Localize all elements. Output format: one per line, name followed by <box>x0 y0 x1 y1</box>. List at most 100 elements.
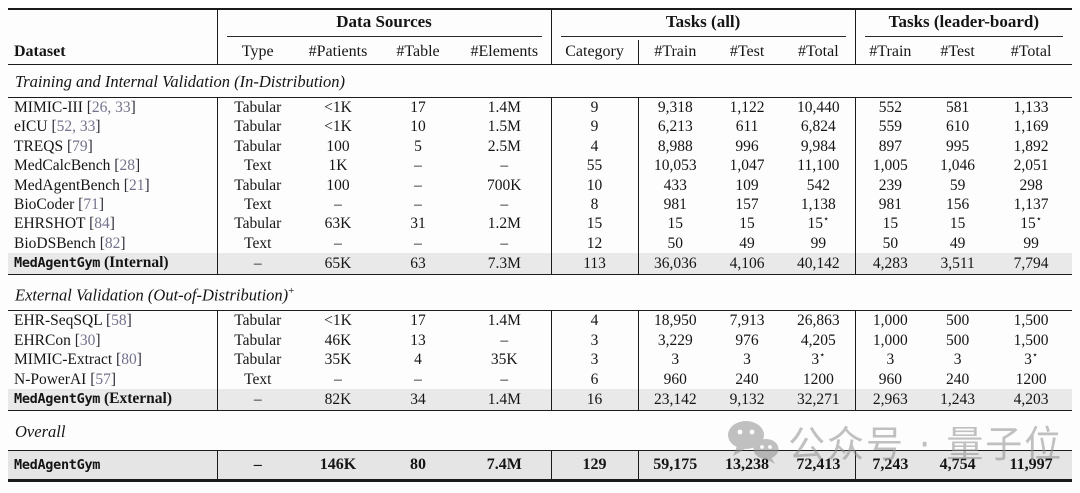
value-cell: 15⋆ <box>1020 214 1042 233</box>
value-cell: 1200 <box>1015 370 1047 388</box>
value-cell: 146K <box>298 450 378 481</box>
dataset-name-suffix: (External) <box>103 390 172 408</box>
value-cell: 581 <box>945 98 970 116</box>
dataset-name-cell: MedAgentBench [21] <box>8 175 218 195</box>
table-row: BioDSBench [82] Text – – –12 50 49 99 50 49 99 <box>8 233 1072 254</box>
value-cell: 4,754 <box>925 450 991 481</box>
value-cell: 1K <box>328 157 348 175</box>
value-cell: 50 <box>882 234 899 252</box>
value-cell: 433 <box>663 176 687 194</box>
value-cell: 559 <box>878 118 902 136</box>
value-cell: 298 <box>1019 176 1043 194</box>
dataset-name-cell: MedAgentGym (Internal) <box>8 253 218 275</box>
table-row: MedAgentGym –146K 80 7.4M 129 59,175 13,238 72,… <box>8 450 1073 481</box>
value-cell: 1.2M <box>458 214 552 234</box>
value-cell: 10 <box>410 118 426 136</box>
value-cell: 59,175 <box>638 450 713 481</box>
value-cell: 17 <box>410 312 426 330</box>
dataset-name-suffix: (Internal) <box>103 254 169 272</box>
value-cell: 3 <box>671 351 680 369</box>
value-cell: 1,500 <box>1013 331 1049 349</box>
value-cell: <1K <box>324 98 352 116</box>
value-cell: 4 <box>551 310 639 331</box>
value-cell: 15 <box>949 215 966 233</box>
dataset-name: BioDSBench <box>14 234 96 252</box>
value-cell: 46K <box>324 331 352 349</box>
dataset-name-cell: TREQS [79] <box>8 136 218 157</box>
citation-ref: 71 <box>83 195 99 213</box>
value-cell: 2.5M <box>458 136 552 157</box>
citation-ref: 80 <box>121 351 137 369</box>
dataset-name: MedAgentGym <box>14 391 101 408</box>
value-cell: 996 <box>735 137 759 155</box>
col-header-train-lb: #Train <box>855 40 926 65</box>
value-cell: 2,963 <box>855 389 926 410</box>
value-cell: 15 <box>667 215 684 233</box>
citation-ref: 28 <box>119 157 135 175</box>
value-cell: 15 <box>882 215 899 233</box>
value-cell: 1,892 <box>1013 137 1049 155</box>
value-cell: 3⋆ <box>782 350 856 370</box>
value-cell: 4 <box>551 136 639 157</box>
value-cell: 50 <box>667 234 684 252</box>
value-cell: 9,984 <box>782 136 856 157</box>
value-cell: 9,318 <box>657 98 693 116</box>
dataset-name-cell: EHR-SeqSQL [58] <box>8 310 218 331</box>
value-cell: 15 <box>739 215 755 233</box>
value-cell: – <box>217 450 298 481</box>
value-cell: 981 <box>663 195 687 213</box>
dataset-name-cell: MedCalcBench [28] <box>8 156 218 176</box>
value-cell: 10,440 <box>782 97 856 118</box>
value-cell: Text <box>244 157 272 175</box>
value-cell: 10,053 <box>653 157 697 175</box>
value-cell: Tabular <box>234 331 282 349</box>
table-row: BioCoder [71] Text – – –8 981 157 1,138 981 156 1,… <box>8 194 1072 215</box>
dataset-name: TREQS <box>14 137 64 155</box>
value-cell: 18,950 <box>653 312 697 330</box>
value-cell: – <box>334 195 342 213</box>
value-cell: 3 <box>743 351 751 369</box>
value-cell: 1,122 <box>729 98 765 116</box>
table-row: EHRCon [30] Tabular 46K 13 –3 3,229 976 4,205 1,… <box>8 330 1072 351</box>
dataset-name: MedCalcBench <box>14 157 111 175</box>
col-header-total-lb: #Total <box>990 40 1073 65</box>
table-row: MedAgentBench [21] Tabular 100 – 700K 10 433 10… <box>8 175 1072 195</box>
value-cell: 1200 <box>782 369 856 390</box>
value-cell: 32,271 <box>782 389 856 410</box>
table-row: eICU [52, 33] Tabular <1K 10 1.5M 9 6,213 611 6,… <box>8 117 1072 137</box>
value-cell: 100 <box>326 137 350 155</box>
value-cell: Tabular <box>234 215 282 233</box>
value-cell: 80 <box>378 450 458 481</box>
value-cell: 157 <box>735 195 759 213</box>
value-cell: 1,000 <box>872 331 908 349</box>
value-cell: – <box>458 194 552 215</box>
value-cell: 113 <box>551 253 639 275</box>
citation-ref: 52, 33 <box>56 118 96 136</box>
value-cell: 7,913 <box>729 312 765 330</box>
value-cell: <1K <box>324 118 352 136</box>
citation-ref: 21 <box>128 176 145 194</box>
value-cell: 35K <box>458 350 552 370</box>
value-cell: 960 <box>663 370 687 388</box>
value-cell: 129 <box>551 450 639 481</box>
value-cell: 6 <box>551 369 639 390</box>
col-header-test-lb: #Test <box>925 40 991 65</box>
value-cell: 63 <box>378 253 458 275</box>
value-cell: 4,205 <box>782 330 856 351</box>
value-cell: Text <box>244 234 272 252</box>
dataset-name: EHRCon <box>14 331 71 349</box>
group-header-data-sources: Data Sources <box>217 9 552 40</box>
value-cell: 36,036 <box>638 253 713 275</box>
value-cell: – <box>334 370 342 388</box>
dataset-name: BioCoder <box>14 195 75 213</box>
section-header-row: External Validation (Out-of-Distribution… <box>8 273 1073 312</box>
value-cell: 4,203 <box>990 389 1073 410</box>
value-cell: 35K <box>324 351 352 369</box>
value-cell: 1,500 <box>1013 312 1049 330</box>
value-cell: 2,051 <box>1013 157 1049 175</box>
value-cell: 55 <box>551 156 639 176</box>
col-header-total-all: #Total <box>782 40 856 65</box>
group-header-tasks-all: Tasks (all) <box>551 9 856 40</box>
value-cell: 542 <box>782 175 856 195</box>
citation-ref: 82 <box>104 234 121 252</box>
